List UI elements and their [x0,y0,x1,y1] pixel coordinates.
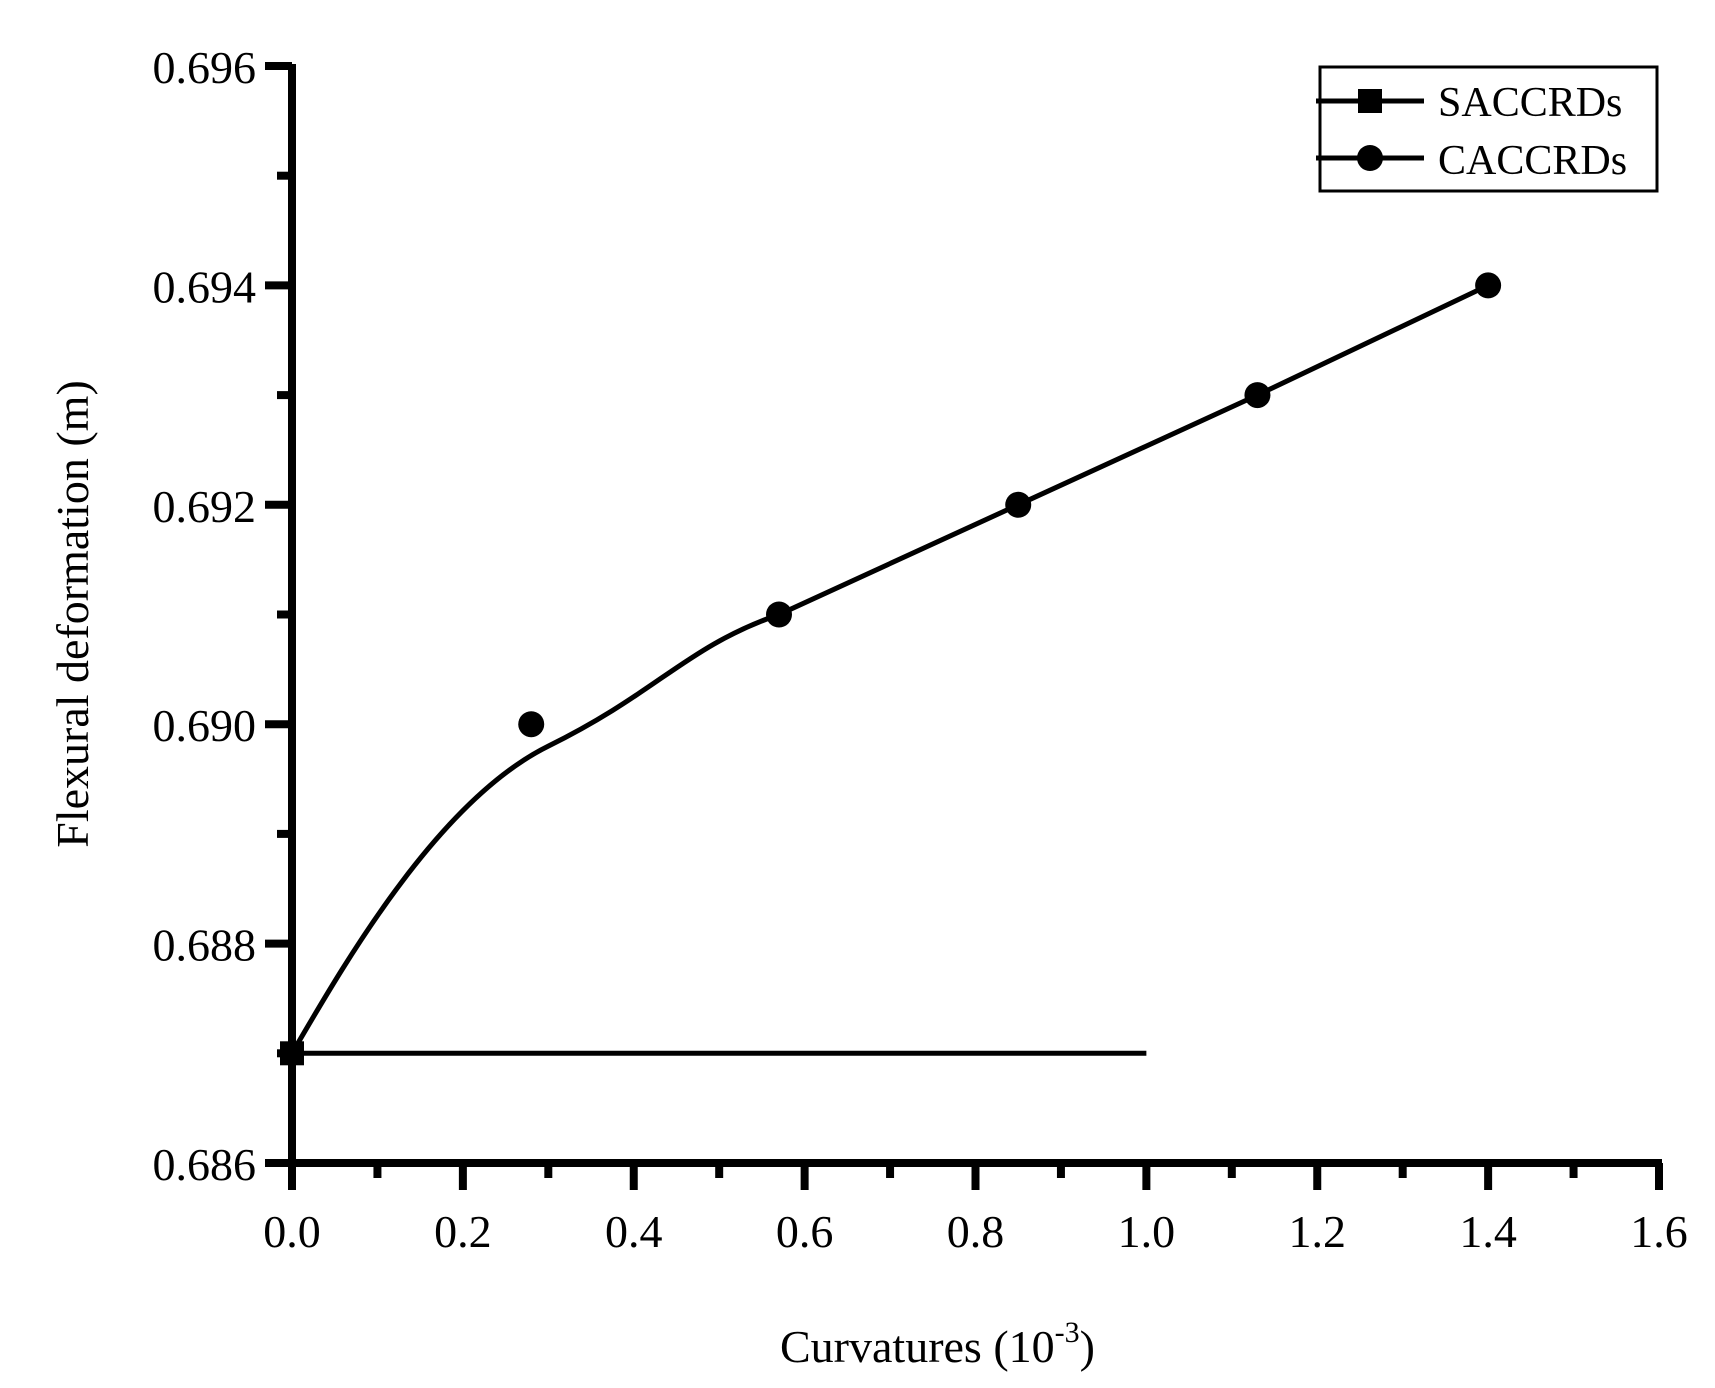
x-tick-label: 1.0 [1118,1206,1176,1257]
circle-marker-icon [1475,272,1502,299]
axes: 0.0 0.2 0.4 0.6 0.8 1.0 1.2 1.4 1.6 0.686 0.688 0.6… [153,42,1688,1257]
y-axis-title: Flexural deformation (m) [47,380,98,848]
legend-box [1318,65,1659,193]
x-tick-label: 1.4 [1459,1206,1517,1257]
x-tick-label: 0.8 [947,1206,1005,1257]
y-tick-label: 0.688 [153,920,257,971]
x-tick-label: 0.2 [434,1206,492,1257]
x-tick-label: 0.4 [605,1206,663,1257]
circle-marker-icon [1005,491,1032,518]
circle-marker-icon [518,711,545,738]
y-tick-label: 0.690 [153,700,257,751]
circle-marker-icon [765,601,792,628]
x-tick-label: 1.6 [1630,1206,1688,1257]
y-tick-label: 0.686 [153,1139,257,1190]
y-tick-label: 0.696 [153,42,257,93]
legend-label-saccrds: SACCRDs [1438,80,1622,126]
y-tick-label: 0.692 [153,481,257,532]
y-tick-label: 0.694 [153,261,257,312]
series-layer [280,272,1502,1066]
legend-label-caccrds: CACCRDs [1438,138,1627,184]
x-tick-label: 1.2 [1289,1206,1347,1257]
circle-marker-icon [1357,145,1383,171]
caccrds-line [289,283,1490,1055]
legend: SACCRDs CACCRDs [1316,65,1659,193]
x-axis-title: Curvatures (10-3) [780,1316,1095,1372]
circle-marker-icon [1244,382,1271,409]
square-marker-icon [1358,89,1382,113]
x-tick-label: 0.0 [263,1206,321,1257]
x-tick-label: 0.6 [776,1206,834,1257]
